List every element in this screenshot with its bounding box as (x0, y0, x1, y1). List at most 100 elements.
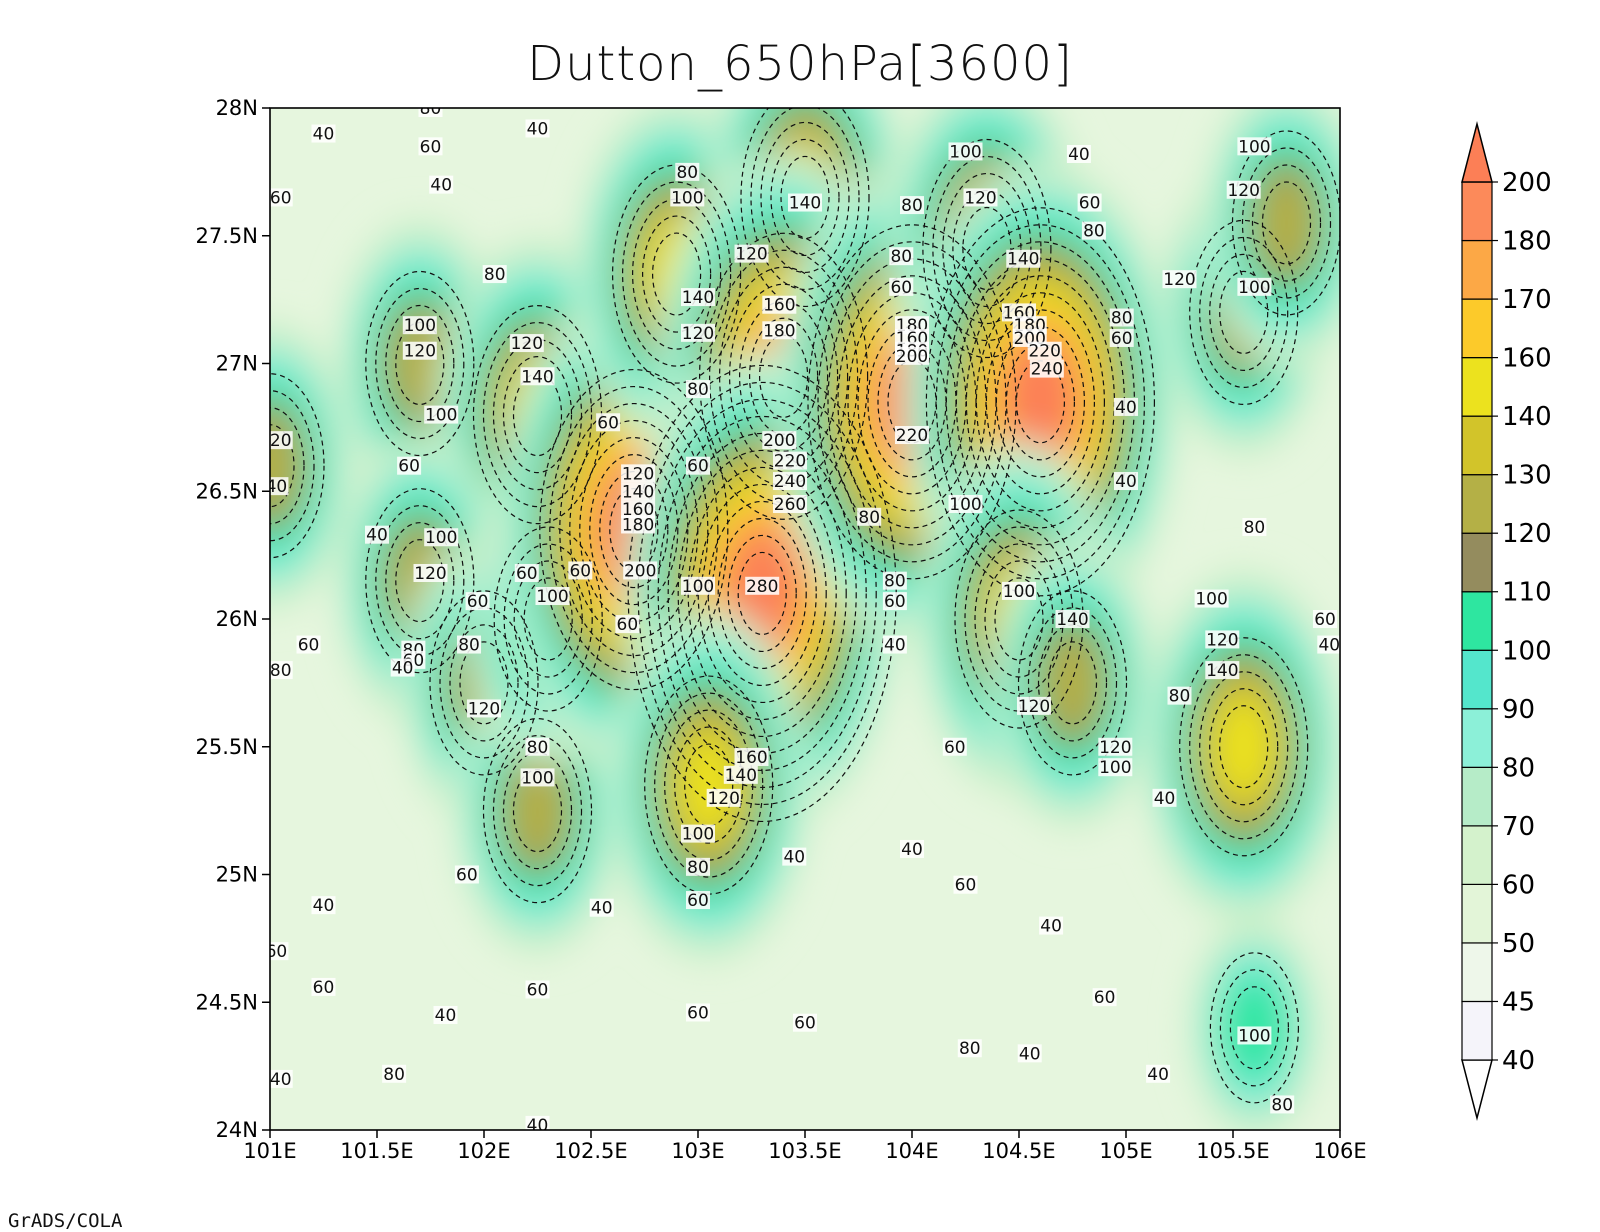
contour-label: 80 (1271, 1095, 1293, 1115)
contour-label-bg (296, 635, 321, 654)
contour-label-bg (706, 788, 741, 807)
contour-label-bg (882, 635, 907, 654)
field-blob (1257, 172, 1316, 273)
contour-label-bg (1237, 277, 1272, 296)
contour-line (549, 385, 719, 674)
x-tick-label: 104E (885, 1139, 938, 1163)
contour-label-bg (270, 188, 293, 207)
contour-label-bg (773, 495, 808, 514)
contour-line (698, 232, 869, 520)
contour-label-bg (889, 277, 914, 296)
contour-label: 80 (901, 196, 923, 216)
contour-label-bg (1098, 758, 1133, 777)
contour-label-bg (1109, 328, 1134, 347)
contour-label-bg (686, 380, 710, 399)
contour-label: 40 (435, 1006, 457, 1026)
contour-label-bg (675, 162, 700, 181)
contour-line (1219, 705, 1269, 789)
contour-line (737, 551, 787, 636)
contour-label: 80 (1169, 687, 1191, 707)
contour-label-bg (889, 247, 914, 266)
contour-label-bg (773, 451, 808, 470)
contour-label-bg (762, 295, 797, 314)
contour-label-bg (1098, 737, 1133, 756)
x-tick-label: 106E (1313, 1139, 1366, 1163)
contour-label-bg (1194, 589, 1229, 608)
contour-line (740, 108, 870, 307)
contour-label-bg (525, 737, 550, 756)
contour-label-bg (734, 244, 769, 263)
contour-line (1047, 641, 1098, 725)
contour-label-bg (402, 341, 437, 360)
contour-label: 60 (597, 413, 619, 433)
field-blob (1043, 632, 1102, 733)
contour-label: 140 (789, 194, 821, 214)
contour-label-bg (882, 592, 907, 611)
contour-line (1199, 671, 1289, 823)
contour-line (579, 436, 689, 623)
contour-label-bg (1016, 696, 1051, 715)
contour-label-bg (311, 896, 336, 915)
contour-label: 60 (687, 1003, 709, 1023)
contour-label-bg (270, 431, 293, 450)
contour-line (523, 577, 573, 661)
contour-label-bg (418, 137, 443, 156)
contour-label: 120 (414, 564, 446, 584)
contour-label: 200 (896, 347, 928, 367)
contour-label: 240 (774, 472, 806, 492)
colorbar-label: 50 (1502, 929, 1535, 959)
contour-label-bg (514, 564, 539, 583)
contour-label-bg (1205, 661, 1240, 680)
contour-label: 40 (1318, 636, 1340, 656)
contour-label: 100 (521, 768, 553, 788)
contour-label-bg (482, 265, 507, 284)
contour-label-bg (509, 334, 544, 353)
contour-label: 100 (1238, 1026, 1270, 1046)
contour-label-bg (382, 1064, 407, 1083)
colorbar-label: 200 (1502, 168, 1552, 198)
contour-label: 60 (955, 876, 977, 896)
colorbar-box (1461, 181, 1493, 242)
contour-line (492, 339, 583, 491)
contour-label: 60 (456, 866, 478, 886)
contour-line (994, 577, 1044, 661)
colorbar-box (1461, 357, 1493, 417)
contour-label: 60 (313, 978, 335, 998)
contour-label: 80 (959, 1039, 981, 1059)
contour-label-bg (670, 188, 705, 207)
contour-label-bg (270, 477, 289, 496)
field-blob (390, 313, 449, 414)
contour-label: 60 (266, 942, 288, 962)
contour-label-bg (857, 507, 882, 526)
contour-label-bg (900, 839, 924, 858)
contour-label: 220 (896, 426, 928, 446)
contour-label: 140 (1007, 250, 1039, 270)
contour-line (539, 368, 729, 691)
contour-label-bg (1114, 472, 1138, 491)
contour-label: 140 (1056, 610, 1088, 630)
contour-label: 40 (783, 848, 805, 868)
colorbar-box (1461, 532, 1493, 593)
contour-line (935, 224, 1146, 580)
contour-label: 40 (1115, 472, 1137, 492)
contour-label: 100 (1238, 137, 1270, 157)
contour-label-bg (1226, 180, 1261, 199)
contour-label-bg (782, 847, 807, 866)
contour-line (1251, 164, 1322, 282)
contour-label-bg (882, 571, 907, 590)
contour-label-bg (681, 824, 715, 843)
contour-label-bg (762, 321, 797, 340)
colorbar-box (1461, 474, 1493, 534)
contour-line (677, 449, 847, 738)
contour-line (717, 517, 807, 670)
y-tick-label: 27.5N (196, 224, 258, 248)
y-tick-label: 24.5N (196, 990, 258, 1014)
contour-label-bg (1237, 137, 1272, 156)
y-tick-label: 27N (216, 352, 258, 376)
contour-label-bg (424, 405, 459, 424)
colorbar-label: 40 (1502, 1046, 1535, 1076)
contour-label: 80 (687, 380, 709, 400)
x-tick-label: 105.5E (1196, 1139, 1269, 1163)
x-tick-label: 103E (671, 1139, 724, 1163)
contour-label-bg (1146, 1064, 1171, 1083)
